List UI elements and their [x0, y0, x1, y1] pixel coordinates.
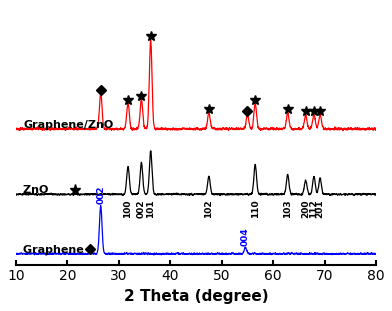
Text: Graphene: Graphene — [24, 245, 88, 255]
Text: 100: 100 — [123, 199, 132, 218]
Text: Graphene/ZnO: Graphene/ZnO — [24, 120, 114, 130]
Text: 200: 200 — [301, 199, 310, 218]
Text: 002: 002 — [137, 199, 146, 218]
Text: 004: 004 — [241, 227, 250, 246]
Text: ZnO: ZnO — [24, 185, 53, 195]
Text: 103: 103 — [283, 199, 292, 218]
Text: 201: 201 — [316, 199, 325, 218]
Text: 112: 112 — [309, 199, 318, 218]
Text: 102: 102 — [204, 199, 213, 218]
X-axis label: 2 Theta (degree): 2 Theta (degree) — [124, 289, 268, 304]
Text: 002: 002 — [96, 186, 105, 204]
Text: 101: 101 — [146, 199, 155, 218]
Text: 110: 110 — [251, 199, 260, 218]
